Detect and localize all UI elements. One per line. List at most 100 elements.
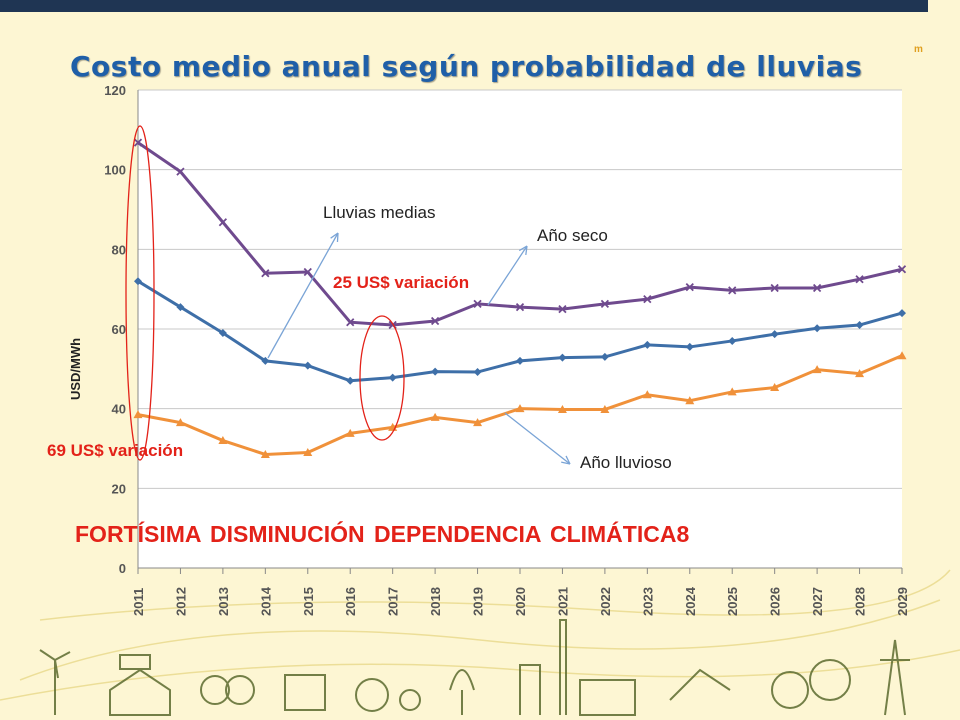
data-point bbox=[133, 138, 143, 147]
label-ano-lluvioso: Año lluvioso bbox=[580, 453, 672, 472]
arrow-ano-seco-head bbox=[518, 245, 528, 256]
data-point bbox=[558, 304, 567, 314]
data-point bbox=[685, 342, 694, 351]
data-point bbox=[600, 352, 609, 361]
data-point bbox=[770, 383, 780, 392]
data-point bbox=[218, 218, 228, 227]
x-tick-label: 2020 bbox=[513, 587, 528, 616]
data-point bbox=[897, 351, 907, 360]
x-tick-label: 2011 bbox=[131, 588, 146, 616]
x-tick-label: 2012 bbox=[173, 587, 188, 616]
y-tick-label: 120 bbox=[104, 83, 126, 98]
chart-title: Costo medio anual según probabilidad de … bbox=[70, 50, 863, 83]
label-lluvias-medias: Lluvias medias bbox=[323, 203, 436, 222]
data-point bbox=[218, 328, 227, 337]
data-point bbox=[898, 309, 906, 318]
headline: FORTÍSIMA DISMINUCIÓN DEPENDENCIA CLIMÁT… bbox=[75, 521, 690, 547]
label-variacion-25: 25 US$ variación bbox=[333, 273, 470, 292]
data-point bbox=[218, 436, 228, 445]
data-point bbox=[600, 404, 610, 413]
arrow-lluvias-medias-head bbox=[330, 232, 339, 243]
energy-icons-row bbox=[39, 619, 910, 716]
arrow-ano-lluvioso-head bbox=[561, 455, 571, 465]
data-point bbox=[855, 321, 864, 330]
data-point bbox=[813, 324, 822, 333]
data-point bbox=[515, 302, 525, 312]
x-tick-label: 2018 bbox=[428, 587, 443, 616]
data-point bbox=[855, 369, 865, 378]
y-tick-label: 20 bbox=[112, 481, 126, 496]
data-point bbox=[516, 356, 524, 365]
data-point bbox=[260, 449, 270, 458]
label-ano-seco: Año seco bbox=[537, 226, 608, 245]
arrow-ano-seco bbox=[487, 245, 528, 306]
side-mark: m bbox=[914, 44, 923, 55]
data-point bbox=[176, 167, 185, 176]
data-point bbox=[303, 447, 313, 456]
series bbox=[133, 138, 907, 458]
y-tick-label: 40 bbox=[112, 402, 126, 417]
x-tick-label: 2021 bbox=[555, 587, 570, 616]
top-bar bbox=[0, 0, 928, 12]
highlight-ellipse-2017 bbox=[359, 315, 405, 441]
data-point bbox=[261, 269, 270, 278]
grid bbox=[138, 89, 902, 569]
data-point bbox=[770, 283, 779, 293]
y-tick-label: 100 bbox=[104, 163, 126, 178]
data-point bbox=[134, 277, 142, 286]
data-point bbox=[133, 410, 143, 419]
data-point bbox=[812, 283, 822, 293]
highlight-ellipse-2011 bbox=[125, 125, 155, 461]
x-tick-label: 2026 bbox=[768, 587, 783, 616]
data-point bbox=[431, 367, 440, 376]
x-tick-label: 2024 bbox=[683, 586, 698, 616]
y-tick-label: 80 bbox=[112, 242, 126, 257]
x-tick-label: 2023 bbox=[640, 587, 655, 616]
label-variacion-69: 69 US$ variación bbox=[47, 441, 184, 460]
x-tick-label: 2015 bbox=[301, 587, 316, 616]
data-point bbox=[473, 299, 482, 309]
data-point bbox=[345, 428, 355, 437]
data-point bbox=[430, 412, 440, 421]
data-point bbox=[473, 368, 482, 377]
data-point bbox=[642, 390, 652, 399]
arrow-lluvias-medias bbox=[267, 232, 339, 359]
data-point bbox=[855, 275, 864, 284]
data-point bbox=[600, 299, 610, 309]
data-point bbox=[643, 294, 652, 304]
data-point bbox=[473, 418, 483, 427]
data-point bbox=[557, 404, 567, 413]
data-point bbox=[430, 316, 440, 326]
data-point bbox=[558, 353, 567, 362]
data-point bbox=[346, 318, 355, 327]
data-point bbox=[812, 365, 822, 374]
x-tick-label: 2028 bbox=[853, 587, 868, 616]
x-tick-label: 2019 bbox=[471, 587, 486, 616]
data-point bbox=[643, 340, 652, 349]
data-point bbox=[303, 267, 312, 277]
arrow-ano-lluvioso bbox=[504, 412, 571, 465]
x-tick-label: 2014 bbox=[258, 586, 273, 616]
x-tick-label: 2022 bbox=[598, 587, 613, 616]
y-tick-label: 60 bbox=[112, 322, 126, 337]
data-point bbox=[685, 396, 695, 405]
data-point bbox=[728, 286, 737, 295]
x-tick-label: 2029 bbox=[895, 587, 910, 616]
x-tick-label: 2013 bbox=[216, 587, 231, 616]
data-point bbox=[176, 303, 185, 312]
data-point bbox=[727, 387, 737, 396]
data-point bbox=[261, 356, 270, 365]
annotation-shapes bbox=[125, 125, 571, 465]
data-point bbox=[175, 418, 185, 427]
x-tick-label: 2016 bbox=[343, 587, 358, 616]
data-point bbox=[388, 373, 397, 382]
data-point bbox=[515, 404, 525, 413]
x-tick-label: 2025 bbox=[725, 587, 740, 616]
x-tick-label: 2027 bbox=[810, 587, 825, 616]
data-point bbox=[685, 283, 694, 292]
data-point bbox=[346, 376, 355, 385]
y-axis-label: USD/MWh bbox=[68, 338, 83, 400]
data-point bbox=[770, 330, 779, 339]
